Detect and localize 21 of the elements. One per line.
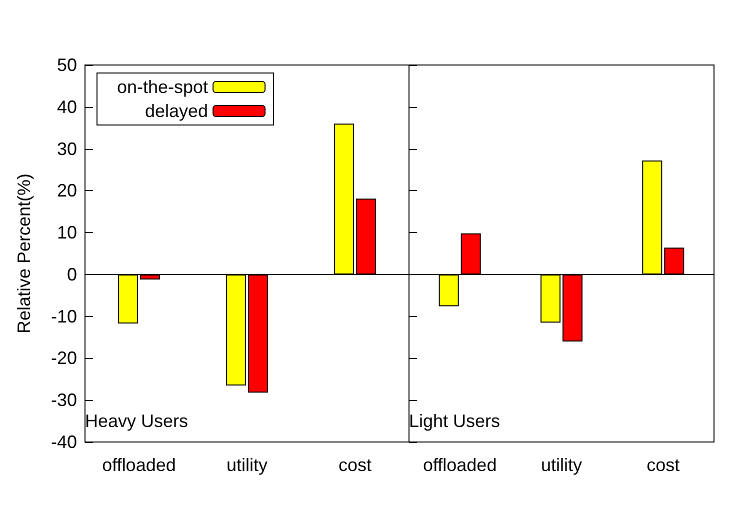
x-tick-label: utility [226,455,268,475]
y-tick-label: 40 [56,96,77,117]
y-tick-label: -10 [50,306,77,326]
x-tick-label: cost [338,455,372,475]
y-tick-label: 20 [56,180,77,201]
legend-label: delayed [144,101,208,121]
legend-label: on-the-spot [116,77,208,97]
x-tick-label: cost [646,455,680,475]
annotation: Heavy Users [84,411,188,431]
annotation: Light Users [408,411,500,431]
x-tick-label: offloaded [102,455,176,475]
y-tick-label: 30 [56,138,77,159]
y-tick-label: 50 [56,55,77,75]
x-tick-label: utility [540,455,582,475]
y-tick-label: 10 [56,222,77,243]
y-tick-label: 0 [66,264,77,284]
y-tick-label: -30 [50,390,77,410]
y-tick-label: -20 [50,348,77,368]
y-axis-title: Relative Percent(%) [14,173,34,334]
x-tick-label: offloaded [422,455,497,475]
y-tick-label: -40 [50,432,77,452]
